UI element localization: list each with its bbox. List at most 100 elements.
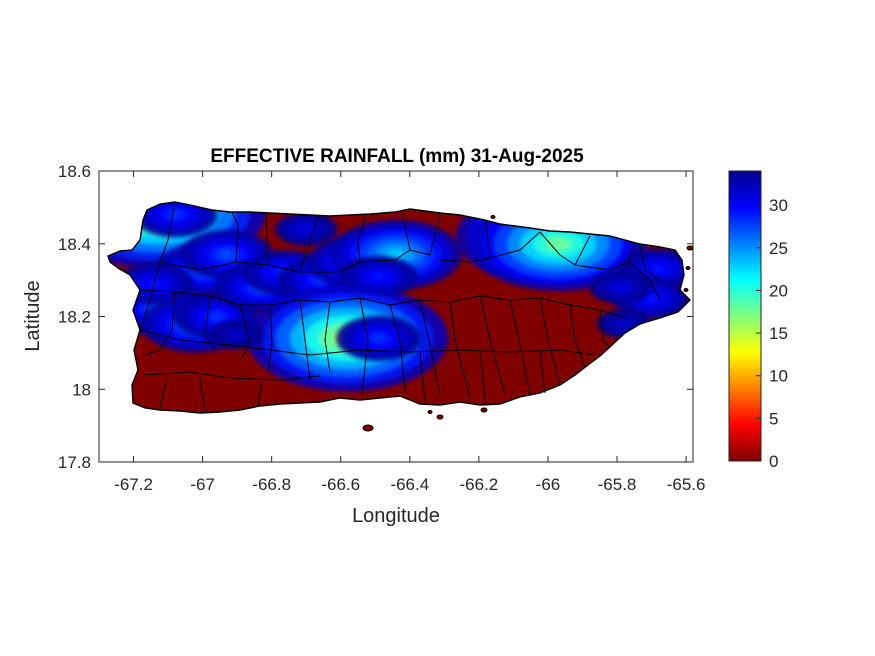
municipality-border: [231, 211, 239, 263]
small-islets: [362, 215, 694, 432]
municipality-border: [159, 261, 237, 271]
rain-contour: [220, 251, 234, 259]
islet: [686, 245, 694, 251]
chart-title: EFFECTIVE RAINFALL (mm) 31-Aug-2025: [210, 146, 584, 167]
islet: [436, 414, 444, 420]
y-tick-label: 18.2: [58, 308, 91, 327]
rain-contour: [168, 211, 182, 218]
municipality-border: [199, 377, 206, 413]
rain-contour: [619, 321, 628, 326]
y-tick-label: 18.4: [58, 235, 91, 254]
rain-contour: [233, 332, 242, 337]
municipality-border: [265, 212, 269, 266]
x-tick-label: -66: [536, 475, 561, 494]
y-axis-label: Latitude: [22, 280, 44, 351]
colorbar-tick-label: 5: [769, 409, 778, 428]
municipality-border: [627, 261, 661, 301]
municipality-border: [359, 297, 369, 396]
municipality-border: [144, 349, 161, 356]
municipality-border: [257, 379, 263, 407]
colorbar-tick-label: 10: [769, 367, 788, 386]
rain-cell: [274, 212, 338, 246]
colorbar: [728, 170, 762, 462]
municipality-boundaries: [139, 202, 661, 413]
municipality-border: [359, 249, 411, 263]
municipality-border: [401, 211, 411, 251]
municipality-border: [439, 257, 491, 263]
y-tick-label: 18: [72, 380, 91, 399]
municipality-border: [299, 215, 319, 273]
municipality-border: [479, 351, 487, 406]
municipality-border: [357, 214, 367, 263]
municipality-border: [627, 241, 635, 263]
x-axis-ticks: -67.2 -67 -66.8 -66.6 -66.4 -66.2 -66 -65.8 -65.…: [114, 171, 705, 494]
rain-contour: [652, 266, 665, 273]
municipality-border: [574, 261, 629, 271]
islet: [362, 424, 374, 432]
municipality-border: [239, 304, 251, 361]
municipality-border: [139, 329, 231, 346]
colorbar-tick-label: 15: [769, 324, 788, 343]
x-tick-label: -66.2: [460, 475, 499, 494]
x-tick-label: -66.6: [321, 475, 360, 494]
municipality-border: [574, 235, 591, 266]
municipality-border: [539, 231, 576, 266]
municipality-border: [159, 291, 176, 351]
y-tick-label: 18.6: [58, 162, 91, 181]
municipality-border: [419, 351, 426, 403]
coastline: [107, 201, 691, 414]
municipality-border: [409, 349, 511, 353]
colorbar-tick-label: 25: [769, 239, 788, 258]
rain-contour: [545, 236, 572, 251]
municipality-border: [599, 309, 611, 349]
rain-contour: [301, 226, 311, 232]
municipality-border: [389, 304, 406, 394]
y-tick-label: 17.8: [58, 453, 91, 472]
rain-cell: [335, 315, 422, 362]
municipality-border: [204, 295, 216, 351]
rain-cell: [589, 270, 652, 305]
colorbar-ticks: 0 5 10 15 20 25 30: [756, 196, 788, 471]
municipality-border: [419, 299, 441, 396]
municipality-border: [539, 297, 561, 386]
islet: [480, 407, 488, 413]
municipality-border: [539, 351, 546, 394]
municipality-border: [229, 344, 311, 356]
colorbar-tick-label: 20: [769, 281, 788, 300]
municipality-border: [159, 202, 176, 263]
municipality-border: [509, 349, 596, 356]
x-tick-label: -65.6: [667, 475, 706, 494]
municipality-border: [324, 301, 331, 373]
x-tick-label: -66.8: [252, 475, 291, 494]
municipality-border: [144, 371, 231, 379]
colorbar-tick-label: 0: [769, 452, 778, 471]
islet: [683, 288, 689, 292]
municipality-border: [409, 213, 441, 256]
rain-contour: [645, 295, 658, 302]
municipality-border: [489, 231, 541, 259]
municipality-border: [639, 243, 661, 281]
islet: [427, 410, 433, 414]
rain-contour: [210, 313, 223, 320]
rain-cell: [339, 255, 418, 298]
rain-contour: [615, 285, 625, 290]
municipality-border: [267, 304, 273, 373]
x-tick-label: -66.4: [390, 475, 429, 494]
municipality-border: [485, 221, 491, 259]
municipality-border: [509, 299, 531, 395]
x-tick-label: -67: [190, 475, 215, 494]
rain-contour: [372, 335, 385, 342]
x-tick-label: -65.8: [598, 475, 637, 494]
x-axis-label: Longitude: [352, 505, 440, 527]
x-tick-label: -67.2: [114, 475, 153, 494]
municipality-border: [159, 379, 167, 409]
municipality-border: [479, 295, 506, 396]
municipality-border: [299, 299, 311, 381]
islet: [490, 215, 496, 219]
rain-contour: [373, 273, 385, 280]
puerto-rico-island: [107, 201, 694, 432]
municipality-border: [229, 375, 321, 381]
municipality-border: [300, 261, 361, 273]
islet: [685, 266, 691, 270]
